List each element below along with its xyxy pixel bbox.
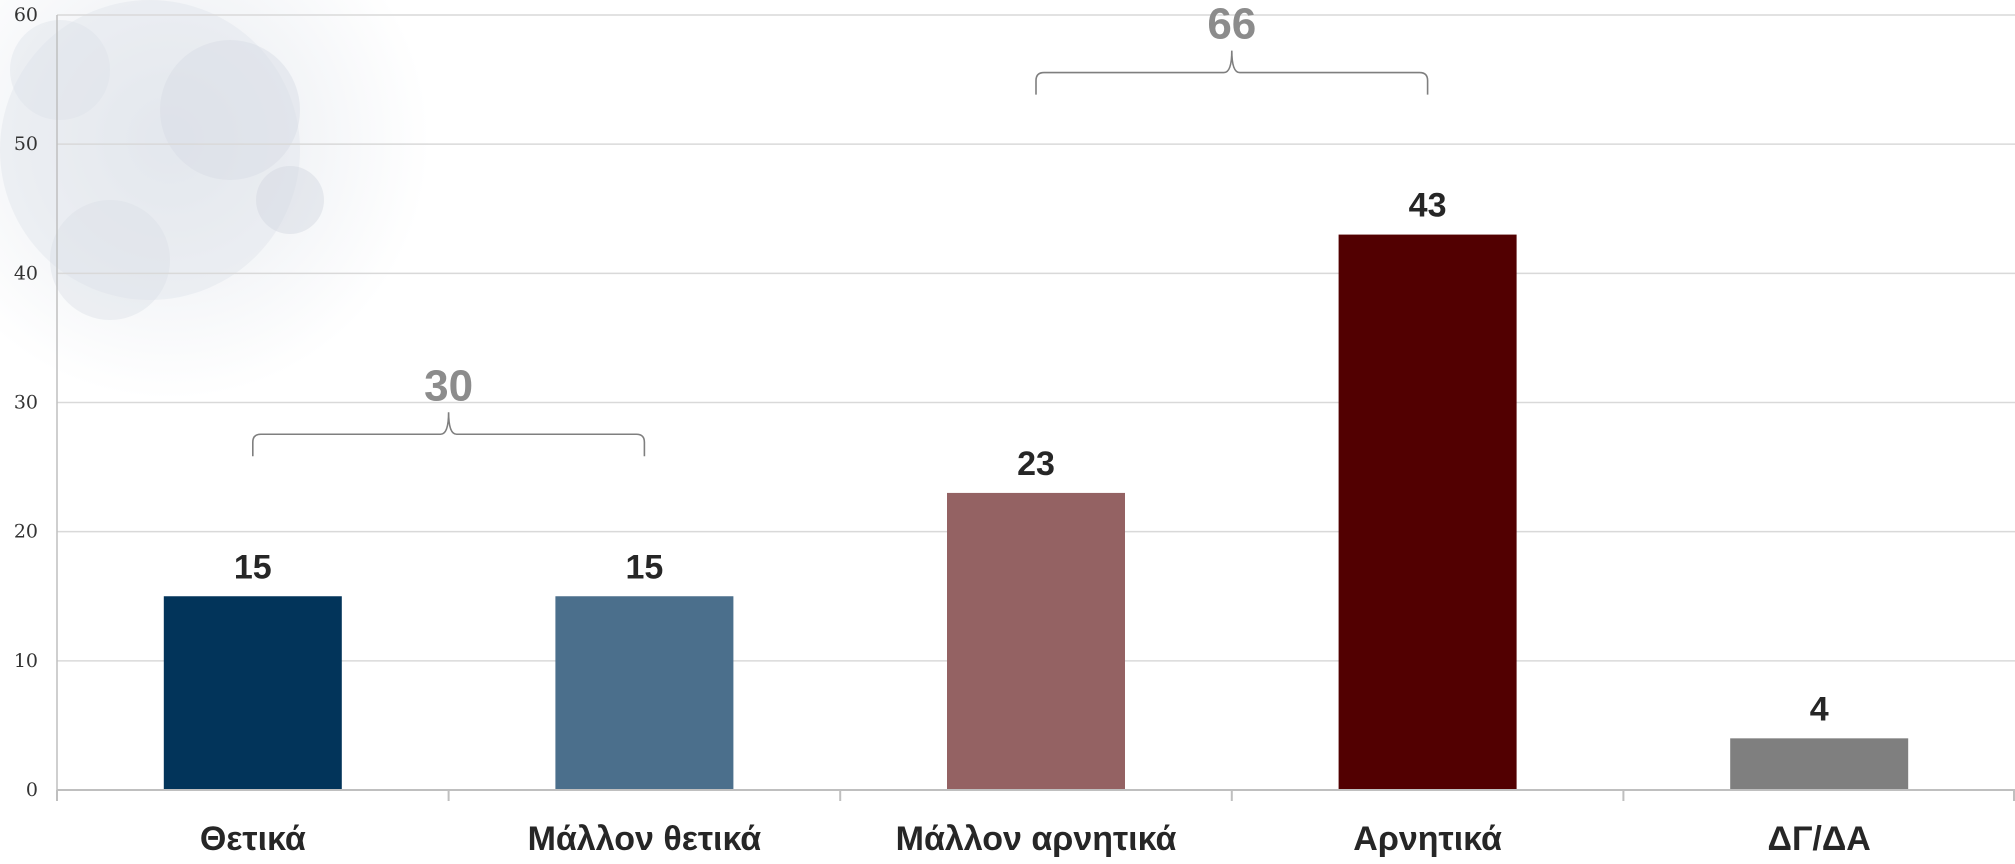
- group-total-label: 30: [424, 361, 473, 410]
- x-tick-label: Αρνητικά: [1353, 820, 1502, 858]
- y-tick-label: 10: [14, 650, 38, 672]
- y-tick-label: 60: [14, 4, 38, 26]
- group-total-label: 66: [1207, 0, 1256, 49]
- bar: [163, 596, 342, 790]
- x-tick-label: ΔΓ/ΔΑ: [1768, 820, 1871, 858]
- y-tick-label: 20: [14, 521, 38, 543]
- data-label: 15: [234, 548, 272, 586]
- data-label: 23: [1017, 445, 1055, 483]
- y-tick-label: 40: [14, 262, 38, 284]
- data-label: 4: [1810, 690, 1829, 728]
- group-bracket: [1035, 50, 1429, 95]
- bar: [555, 596, 734, 790]
- y-tick-label: 0: [26, 779, 38, 801]
- y-tick-label: 30: [14, 392, 38, 414]
- x-tick-label: Μάλλον αρνητικά: [896, 820, 1177, 858]
- bar: [1338, 234, 1517, 791]
- data-label: 15: [625, 548, 663, 586]
- data-label: 43: [1409, 187, 1447, 225]
- x-tick-label: Μάλλον θετικά: [528, 820, 762, 858]
- bar: [1730, 738, 1909, 790]
- y-tick-label: 50: [14, 133, 38, 155]
- group-bracket: [252, 412, 646, 457]
- background-watermark: [0, 0, 430, 400]
- bar: [947, 492, 1125, 790]
- x-tick-label: Θετικά: [200, 820, 306, 858]
